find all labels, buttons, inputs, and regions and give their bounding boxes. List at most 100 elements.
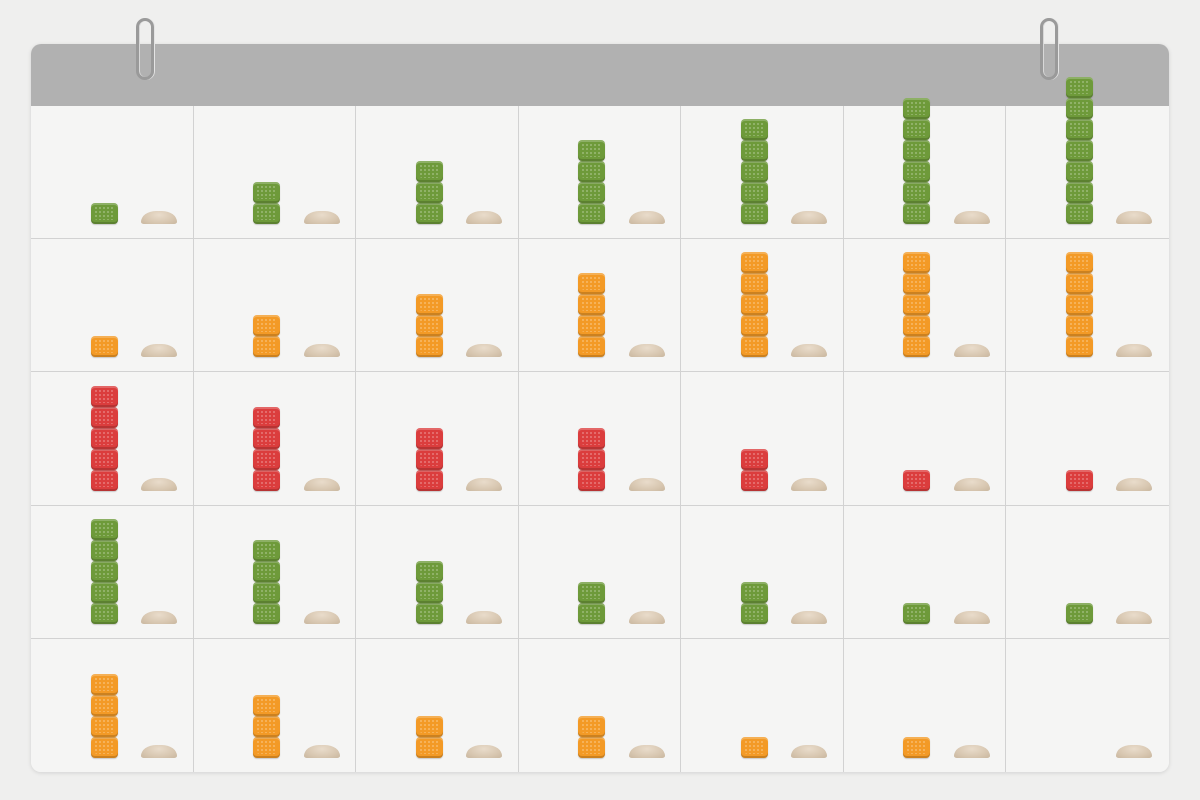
calendar-grid xyxy=(31,77,1169,772)
gummy-cube-icon xyxy=(1065,182,1093,204)
day-cell[interactable] xyxy=(518,638,682,772)
gummy-stack xyxy=(903,252,931,358)
powder-pile-icon xyxy=(953,610,990,624)
day-cell[interactable] xyxy=(1006,638,1169,772)
powder-pile-icon xyxy=(303,211,340,225)
gummy-cube-icon xyxy=(415,427,443,449)
gummy-cube-icon xyxy=(578,736,606,758)
gummy-cube-icon xyxy=(415,294,443,316)
day-cell[interactable] xyxy=(681,239,844,373)
day-cell[interactable] xyxy=(193,505,357,639)
day-cell[interactable] xyxy=(1006,77,1169,240)
powder-pile-icon xyxy=(466,344,503,358)
gummy-cube-icon xyxy=(1065,77,1093,99)
gummy-stack xyxy=(1065,469,1093,491)
day-cell[interactable] xyxy=(356,638,519,772)
gummy-cube-icon xyxy=(1065,119,1093,141)
gummy-cube-icon xyxy=(740,602,768,624)
day-cell[interactable] xyxy=(356,239,519,373)
gummy-stack xyxy=(740,736,768,758)
gummy-cube-icon xyxy=(415,161,443,183)
gummy-cube-icon xyxy=(578,140,606,162)
day-cell[interactable] xyxy=(518,239,682,373)
gummy-stack xyxy=(903,736,931,758)
gummy-stack xyxy=(578,140,606,225)
gummy-stack xyxy=(578,427,606,491)
day-cell[interactable] xyxy=(356,106,519,240)
powder-pile-icon xyxy=(303,344,340,358)
gummy-cube-icon xyxy=(740,448,768,470)
day-cell[interactable] xyxy=(518,106,682,240)
gummy-cube-icon xyxy=(415,602,443,624)
gummy-stack xyxy=(415,427,443,491)
gummy-cube-icon xyxy=(578,448,606,470)
gummy-cube-icon xyxy=(415,448,443,470)
day-cell[interactable] xyxy=(843,239,1007,373)
gummy-cube-icon xyxy=(1065,469,1093,491)
gummy-cube-icon xyxy=(903,182,931,204)
gummy-cube-icon xyxy=(740,203,768,225)
day-cell[interactable] xyxy=(843,98,1007,240)
day-cell[interactable] xyxy=(681,106,844,240)
gummy-cube-icon xyxy=(740,336,768,358)
gummy-stack xyxy=(90,518,118,624)
gummy-cube-icon xyxy=(253,448,281,470)
day-cell[interactable] xyxy=(31,638,194,772)
powder-pile-icon xyxy=(141,744,177,758)
day-cell[interactable] xyxy=(193,638,357,772)
day-cell[interactable] xyxy=(31,106,194,240)
gummy-cube-icon xyxy=(578,315,606,337)
powder-pile-icon xyxy=(466,744,503,758)
binder-ring-left xyxy=(136,18,154,80)
gummy-stack xyxy=(415,715,443,758)
gummy-cube-icon xyxy=(578,336,606,358)
day-cell[interactable] xyxy=(356,372,519,506)
gummy-cube-icon xyxy=(415,581,443,603)
gummy-stack xyxy=(1065,77,1093,225)
gummy-cube-icon xyxy=(740,140,768,162)
gummy-cube-icon xyxy=(1065,140,1093,162)
day-cell[interactable] xyxy=(518,505,682,639)
day-cell[interactable] xyxy=(193,106,357,240)
gummy-cube-icon xyxy=(253,602,281,624)
day-cell[interactable] xyxy=(1006,505,1169,639)
powder-pile-icon xyxy=(628,211,665,225)
gummy-cube-icon xyxy=(578,469,606,491)
gummy-cube-icon xyxy=(903,98,931,120)
gummy-cube-icon xyxy=(1065,273,1093,295)
gummy-cube-icon xyxy=(253,182,281,204)
gummy-cube-icon xyxy=(740,119,768,141)
day-cell[interactable] xyxy=(681,638,844,772)
day-cell[interactable] xyxy=(193,239,357,373)
gummy-cube-icon xyxy=(1065,203,1093,225)
day-cell[interactable] xyxy=(31,239,194,373)
powder-pile-icon xyxy=(628,744,665,758)
day-cell[interactable] xyxy=(193,372,357,506)
gummy-cube-icon xyxy=(1065,98,1093,120)
gummy-cube-icon xyxy=(415,203,443,225)
day-cell[interactable] xyxy=(843,372,1007,506)
day-cell[interactable] xyxy=(31,372,194,506)
gummy-stack xyxy=(740,119,768,225)
powder-pile-icon xyxy=(141,610,177,624)
day-cell[interactable] xyxy=(31,505,194,639)
day-cell[interactable] xyxy=(843,505,1007,639)
gummy-cube-icon xyxy=(415,736,443,758)
day-cell[interactable] xyxy=(681,372,844,506)
day-cell[interactable] xyxy=(681,505,844,639)
day-cell[interactable] xyxy=(1006,239,1169,373)
gummy-cube-icon xyxy=(415,182,443,204)
gummy-cube-icon xyxy=(903,273,931,295)
gummy-cube-icon xyxy=(90,448,118,470)
day-cell[interactable] xyxy=(356,505,519,639)
gummy-stack xyxy=(740,252,768,358)
gummy-cube-icon xyxy=(903,736,931,758)
day-cell[interactable] xyxy=(1006,372,1169,506)
day-cell[interactable] xyxy=(843,638,1007,772)
calendar-board xyxy=(31,44,1169,772)
powder-pile-icon xyxy=(953,344,990,358)
gummy-cube-icon xyxy=(90,469,118,491)
gummy-cube-icon xyxy=(90,715,118,737)
day-cell[interactable] xyxy=(518,372,682,506)
gummy-cube-icon xyxy=(90,539,118,561)
